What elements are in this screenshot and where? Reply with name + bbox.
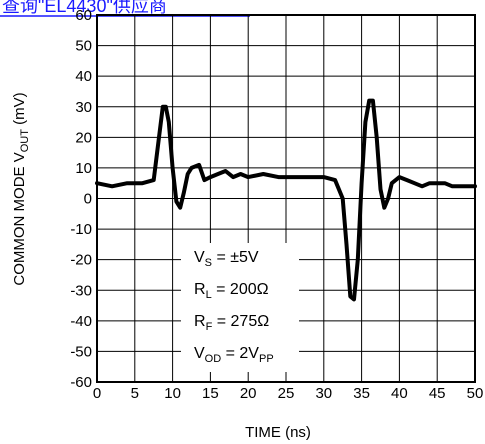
y-axis-title-sub: OUT: [19, 129, 31, 153]
y-tick-label: 30: [75, 99, 92, 116]
supplier-link-text: 查询"EL4430"供应商: [2, 0, 167, 16]
condition-vs: VS = ±5V: [194, 249, 259, 269]
condition-vod: VOD = 2VPP: [194, 345, 274, 365]
y-tick-label: -60: [70, 374, 92, 391]
x-axis-title: TIME (ns): [245, 424, 311, 441]
y-axis-title-main: COMMON MODE V: [11, 152, 28, 285]
x-tick-label: 35: [353, 385, 370, 402]
y-tick-label: -50: [70, 343, 92, 360]
y-tick-label: 50: [75, 38, 92, 55]
y-tick-label: 60: [75, 7, 92, 24]
x-tick-label: 10: [164, 385, 181, 402]
x-tick-label: 40: [391, 385, 408, 402]
y-tick-label: 20: [75, 129, 92, 146]
x-tick-label: 5: [131, 385, 139, 402]
y-tick-label: 10: [75, 160, 92, 177]
y-tick-label: -40: [70, 313, 92, 330]
x-tick-label: 0: [93, 385, 101, 402]
y-axis-title-unit: (mV): [11, 92, 28, 129]
x-tick-label: 15: [202, 385, 219, 402]
y-tick-label: 0: [84, 191, 92, 208]
y-tick-label: -20: [70, 252, 92, 269]
x-tick-label: 20: [240, 385, 257, 402]
condition-rl: RL = 200Ω: [194, 281, 269, 301]
y-tick-label: 40: [75, 68, 92, 85]
y-tick-label: -30: [70, 282, 92, 299]
x-tick-label: 30: [315, 385, 332, 402]
series-layer: [95, 98, 477, 302]
conditions-box: [181, 243, 299, 372]
x-tick-label: 25: [278, 385, 295, 402]
y-axis-title: COMMON MODE VOUT (mV): [11, 92, 31, 285]
series-line-0: [95, 98, 477, 302]
x-tick-label: 50: [467, 385, 484, 402]
plot-frame: [96, 14, 476, 383]
condition-rf: RF = 275Ω: [194, 313, 269, 333]
conditions-legend: VS = ±5V RL = 200Ω RF = 275Ω VOD = 2VPP: [194, 249, 274, 365]
y-tick-label: -10: [70, 221, 92, 238]
x-tick-label: 45: [429, 385, 446, 402]
supplier-link[interactable]: 查询"EL4430"供应商: [2, 0, 167, 16]
